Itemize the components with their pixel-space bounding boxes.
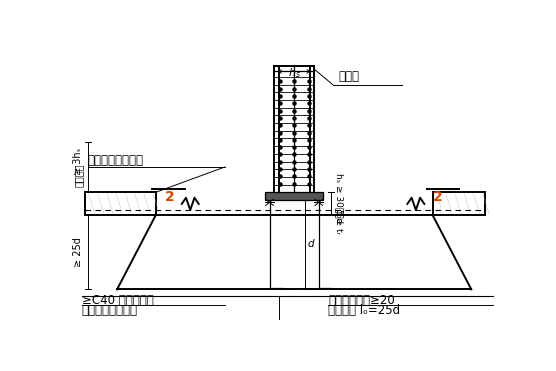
Text: d: d [307,239,314,249]
Text: 插入深度: 插入深度 [73,163,83,187]
Text: 混凝土或铁屑砂浆: 混凝土或铁屑砂浆 [82,305,138,318]
Text: 柱型钓: 柱型钓 [339,70,360,83]
Text: hₛ ≥ 30，且≥ tᵣ: hₛ ≥ 30，且≥ tᵣ [335,173,344,234]
Text: 锁栓公称直径≥20: 锁栓公称直径≥20 [328,295,395,308]
Text: 锁固长度 lₒ=25d: 锁固长度 lₒ=25d [328,305,400,318]
Text: ≥ 3hₛ: ≥ 3hₛ [73,148,83,175]
Text: 5₀d: 5₀d [334,209,342,224]
Text: 2: 2 [433,190,442,204]
Text: 2: 2 [165,190,175,204]
Text: ≥C40 无收缩细石: ≥C40 无收缩细石 [82,295,153,308]
Bar [265,192,324,200]
Text: $h_s$: $h_s$ [287,66,301,80]
Text: ≥ 25d: ≥ 25d [73,237,83,267]
Text: 钉筋混凝土地基梁: 钉筋混凝土地基梁 [88,154,144,167]
